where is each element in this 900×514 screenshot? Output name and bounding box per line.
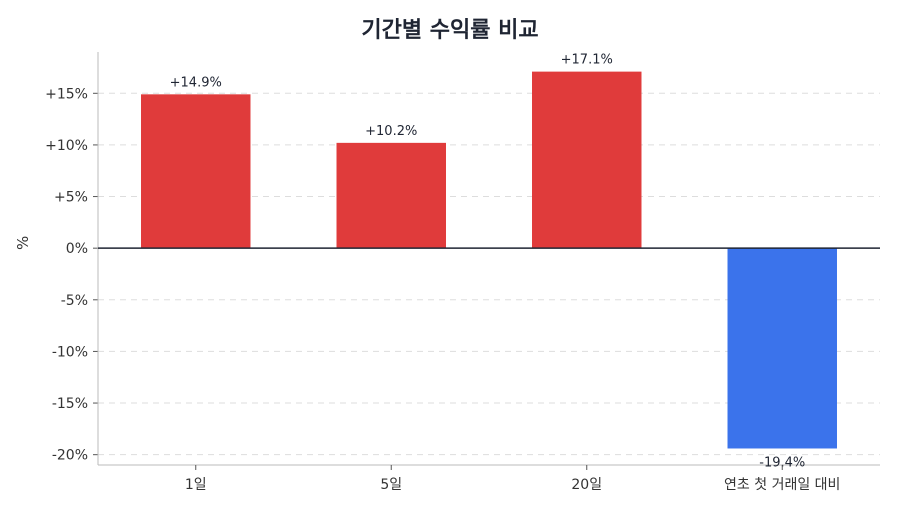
bar-value-label: +14.9% [170, 75, 222, 90]
y-tick-label: 0% [66, 241, 88, 257]
y-tick-label: -20% [52, 448, 88, 464]
bar [727, 248, 837, 449]
y-tick-label: +15% [45, 86, 88, 102]
y-tick-label: -5% [61, 293, 88, 309]
x-tick-label: 20일 [571, 477, 602, 493]
x-tick-label: 1일 [185, 477, 207, 493]
bar [532, 71, 642, 249]
y-tick-label: +10% [45, 138, 88, 154]
y-tick-label: +5% [54, 190, 88, 206]
x-tick-label: 연초 첫 거래일 대비 [724, 477, 840, 493]
y-tick-label: -15% [52, 396, 88, 412]
bar-value-label: -19.4% [759, 455, 805, 470]
x-tick-label: 5일 [380, 477, 402, 493]
bar-value-label: +10.2% [365, 124, 417, 139]
bar [141, 94, 251, 249]
y-tick-label: -10% [52, 344, 88, 360]
chart-title: 기간별 수익률 비교 [361, 18, 539, 43]
bar [336, 142, 446, 249]
bar-value-label: +17.1% [561, 53, 613, 68]
